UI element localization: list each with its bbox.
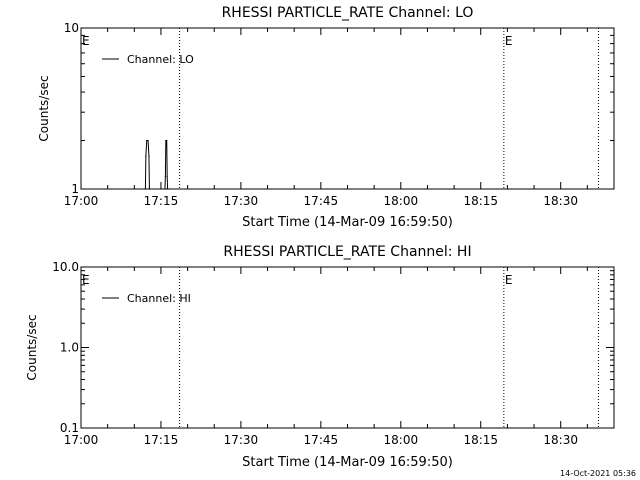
x-tick-label: 17:30	[224, 433, 259, 447]
data-point	[145, 155, 147, 157]
legend-entry: Channel: HI	[127, 292, 191, 305]
x-tick-label: 17:15	[144, 433, 179, 447]
y-tick-label: 10.0	[52, 260, 79, 274]
y-tick-label: 0.1	[60, 421, 79, 435]
y-axis-label: Counts/sec	[25, 314, 39, 380]
chart-title: RHESSI PARTICLE_RATE Channel: LO	[222, 5, 474, 21]
footer-timestamp: 14-Oct-2021 05:36	[560, 469, 636, 478]
event-marker-label: E	[82, 34, 90, 48]
event-marker-label: E	[505, 34, 513, 48]
data-point	[166, 175, 168, 177]
data-point	[164, 175, 166, 177]
chart-title: RHESSI PARTICLE_RATE Channel: HI	[223, 244, 471, 260]
y-tick-label: 10	[64, 21, 79, 35]
x-tick-label: 18:30	[543, 194, 578, 208]
event-marker-label: E	[505, 273, 513, 287]
x-axis-label: Start Time (14-Mar-09 16:59:50)	[242, 215, 453, 230]
x-tick-label: 18:30	[543, 433, 578, 447]
y-tick-label: 1.0	[60, 341, 79, 355]
y-axis-label: Counts/sec	[37, 75, 51, 141]
chart-panel-1: RHESSI PARTICLE_RATE Channel: HI 17:00 17:…	[25, 244, 615, 470]
data-point	[148, 155, 150, 157]
data-point	[167, 188, 169, 190]
data-point	[164, 188, 166, 190]
x-axis-label: Start Time (14-Mar-09 16:59:50)	[242, 455, 453, 470]
x-tick-label: 18:00	[384, 194, 419, 208]
event-marker-label: E	[82, 273, 90, 287]
x-tick-label: 17:00	[64, 433, 99, 447]
data-point	[146, 139, 148, 142]
x-tick-label: 18:15	[463, 433, 498, 447]
data-point	[165, 139, 167, 142]
legend-entry: Channel: LO	[127, 53, 194, 66]
data-point	[147, 139, 149, 142]
x-tick-label: 17:15	[144, 194, 179, 208]
data-point	[166, 139, 168, 142]
x-tick-label: 18:00	[384, 433, 419, 447]
x-tick-label: 17:00	[64, 194, 99, 208]
x-tick-label: 17:45	[304, 433, 339, 447]
x-tick-label: 17:30	[224, 194, 259, 208]
x-tick-label: 17:45	[304, 194, 339, 208]
data-point	[144, 188, 147, 190]
data-point	[148, 188, 151, 190]
x-tick-label: 18:15	[463, 194, 498, 208]
chart-panel-0: RHESSI PARTICLE_RATE Channel: LO 17:00 17:…	[37, 5, 615, 230]
series-line	[144, 140, 169, 190]
y-tick-label: 1	[71, 182, 79, 196]
